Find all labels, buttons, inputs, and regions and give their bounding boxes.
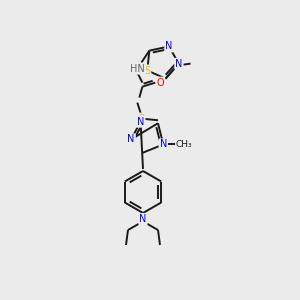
Text: S: S — [144, 65, 150, 76]
Text: CH₃: CH₃ — [176, 140, 193, 149]
Text: S: S — [138, 114, 144, 124]
Text: O: O — [157, 78, 164, 88]
Text: N: N — [139, 214, 147, 224]
Text: N: N — [160, 140, 167, 149]
Text: HN: HN — [130, 64, 145, 74]
Text: N: N — [128, 134, 135, 144]
Text: N: N — [165, 41, 172, 52]
Text: N: N — [175, 59, 183, 69]
Text: N: N — [137, 117, 144, 127]
